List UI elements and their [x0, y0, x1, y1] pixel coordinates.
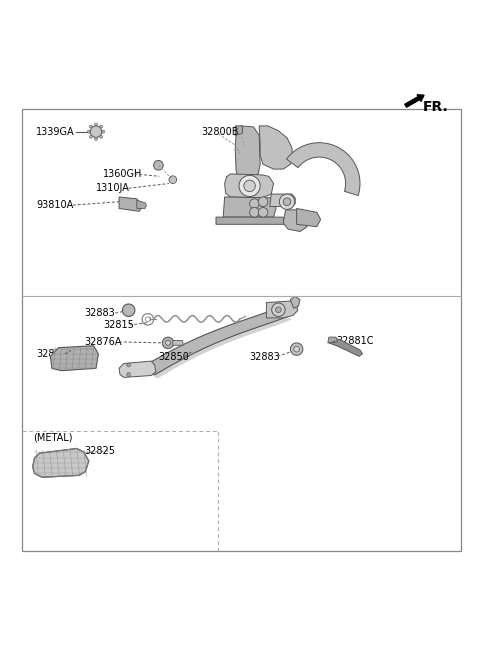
Text: FR.: FR. — [422, 100, 448, 115]
Circle shape — [279, 194, 295, 210]
Text: 32876A: 32876A — [84, 337, 121, 347]
Circle shape — [244, 180, 255, 192]
Polygon shape — [119, 361, 156, 377]
Polygon shape — [50, 346, 98, 371]
Circle shape — [276, 307, 281, 312]
Text: 32800B: 32800B — [202, 126, 239, 137]
Circle shape — [89, 125, 92, 128]
Polygon shape — [119, 197, 142, 212]
Circle shape — [90, 126, 102, 138]
Polygon shape — [137, 200, 146, 208]
Polygon shape — [329, 338, 362, 356]
Circle shape — [102, 130, 105, 133]
Polygon shape — [259, 126, 293, 169]
Polygon shape — [235, 126, 242, 136]
Circle shape — [95, 123, 97, 126]
Circle shape — [154, 160, 163, 170]
Polygon shape — [223, 197, 276, 217]
Polygon shape — [270, 194, 295, 206]
Circle shape — [290, 343, 303, 356]
Text: (METAL): (METAL) — [33, 433, 72, 443]
Circle shape — [283, 198, 291, 206]
Polygon shape — [287, 143, 360, 196]
Circle shape — [258, 208, 268, 217]
Text: 1339GA: 1339GA — [36, 126, 74, 137]
Circle shape — [87, 130, 90, 133]
Text: 32850: 32850 — [158, 352, 189, 362]
Text: 1310JA: 1310JA — [96, 183, 130, 193]
Text: 32881C: 32881C — [336, 336, 373, 346]
Circle shape — [127, 373, 131, 377]
Circle shape — [100, 125, 103, 128]
Polygon shape — [144, 312, 292, 379]
Polygon shape — [297, 208, 321, 227]
Circle shape — [250, 208, 259, 217]
Text: 1360GH: 1360GH — [103, 169, 143, 179]
Circle shape — [250, 199, 259, 208]
Circle shape — [294, 346, 300, 352]
Polygon shape — [173, 341, 183, 345]
Text: 32883: 32883 — [250, 352, 280, 362]
Circle shape — [169, 176, 177, 183]
Circle shape — [166, 341, 170, 345]
Text: 32815: 32815 — [103, 320, 134, 330]
Circle shape — [100, 136, 103, 138]
FancyArrow shape — [405, 95, 424, 107]
Circle shape — [89, 136, 92, 138]
Text: 32883: 32883 — [84, 308, 115, 318]
Circle shape — [272, 303, 285, 316]
Circle shape — [95, 138, 97, 140]
Circle shape — [122, 304, 135, 316]
Circle shape — [258, 197, 268, 206]
Polygon shape — [225, 174, 274, 198]
Circle shape — [127, 363, 131, 367]
Polygon shape — [235, 126, 260, 179]
Polygon shape — [216, 217, 286, 224]
Circle shape — [162, 337, 174, 348]
Text: 32825: 32825 — [84, 446, 115, 456]
Text: 32825: 32825 — [36, 349, 67, 359]
Polygon shape — [266, 301, 298, 318]
Text: 93810A: 93810A — [36, 200, 73, 210]
Polygon shape — [283, 210, 307, 231]
Polygon shape — [290, 296, 300, 309]
Polygon shape — [328, 337, 337, 343]
Circle shape — [239, 176, 260, 196]
Polygon shape — [33, 449, 89, 477]
Polygon shape — [142, 309, 289, 375]
